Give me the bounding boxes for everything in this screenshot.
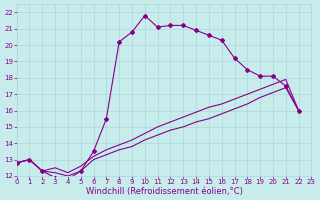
X-axis label: Windchill (Refroidissement éolien,°C): Windchill (Refroidissement éolien,°C): [85, 187, 243, 196]
